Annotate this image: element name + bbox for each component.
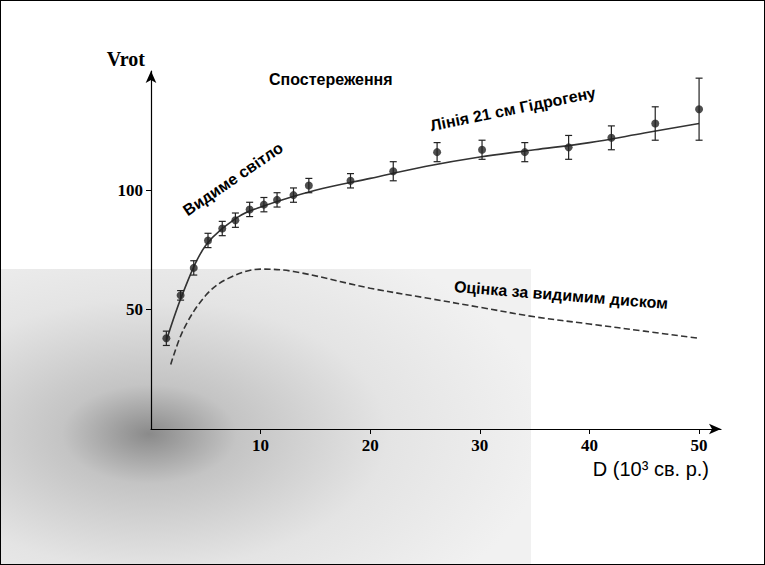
svg-text:40: 40	[581, 436, 598, 455]
svg-text:Оцінка за видимим диском: Оцінка за видимим диском	[453, 278, 668, 312]
svg-text:Vrot: Vrot	[107, 48, 145, 70]
svg-text:20: 20	[362, 436, 379, 455]
svg-text:Лінія 21 см Гідрогену: Лінія 21 см Гідрогену	[429, 84, 597, 134]
svg-text:50: 50	[126, 300, 143, 319]
svg-text:10: 10	[252, 436, 269, 455]
svg-text:100: 100	[118, 181, 144, 200]
svg-text:Видиме світло: Видиме світло	[180, 139, 286, 219]
svg-text:Спостереження: Спостереження	[269, 71, 393, 88]
svg-text:50: 50	[691, 436, 708, 455]
svg-text:30: 30	[471, 436, 488, 455]
svg-text:D (10³ св. р.): D (10³ св. р.)	[593, 458, 709, 480]
